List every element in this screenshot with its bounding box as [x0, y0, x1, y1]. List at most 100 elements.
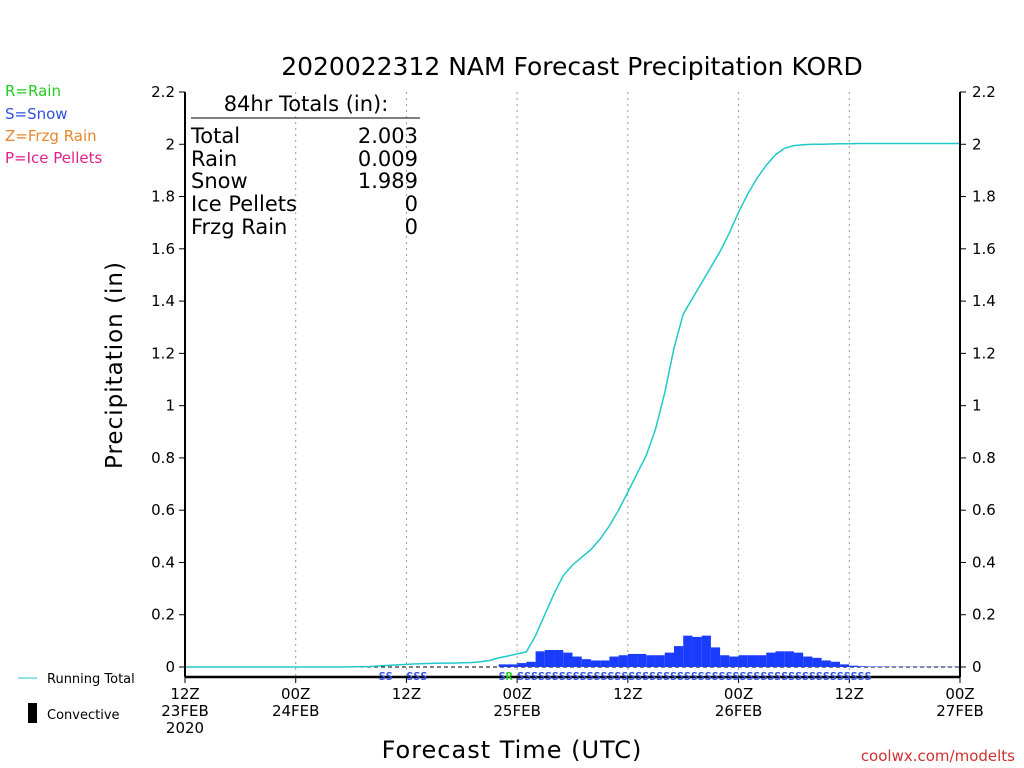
precip-bar — [803, 656, 813, 667]
ytick-right-label: 0 — [972, 658, 982, 676]
precip-bar — [849, 665, 859, 667]
ytick-left-label: 1.2 — [151, 344, 175, 362]
totals-label-rain: Rain — [191, 147, 237, 171]
xtick-label: 26FEB — [715, 702, 762, 720]
ytick-right-label: 0.8 — [972, 449, 996, 467]
xtick-label: 12Z — [835, 685, 864, 703]
ytick-left-label: 0.2 — [151, 606, 175, 624]
precip-bar — [664, 652, 674, 667]
xtick-label: 00Z — [724, 685, 753, 703]
precip-type-letters: SSS — [406, 670, 427, 683]
ytick-right-label: 1.4 — [972, 292, 996, 310]
xtick-label: 00Z — [945, 685, 974, 703]
totals-heading: 84hr Totals (in): — [224, 92, 389, 116]
precip-bar — [535, 651, 545, 667]
ytick-right-label: 1 — [972, 397, 982, 415]
precip-bar — [830, 661, 841, 667]
grid-lines — [185, 92, 960, 677]
ytick-left-label: 0.4 — [151, 553, 175, 571]
y-ticks: 0 00.2 0.20.4 0.40.6 0.60.8 0.81 11.2 1.21.4 1.4… — [151, 83, 996, 676]
precip-bar — [840, 664, 850, 667]
xtick-label: 00Z — [281, 685, 310, 703]
ytick-right-label: 0.4 — [972, 553, 996, 571]
precip-bar — [517, 663, 527, 667]
precip-bar — [683, 635, 693, 667]
ytick-left-label: 0 — [165, 658, 175, 676]
legend-rain: R=Rain — [5, 82, 61, 100]
credit-text: coolwx.com/modelts — [861, 747, 1015, 765]
ytick-right-label: 1.8 — [972, 188, 996, 206]
chart-title: 2020022312 NAM Forecast Precipitation KO… — [281, 52, 863, 81]
ytick-right-label: 1.2 — [972, 344, 996, 362]
precip-bar — [821, 660, 831, 667]
precip-type-letters: SSSSSSSSSSSSSSSSSSSSSSSSSSSSSSSSSSSSSSSS… — [517, 670, 871, 683]
running-total-series — [185, 142, 960, 668]
series-legend: Running Total Convective — [18, 672, 135, 723]
precip-bar — [600, 660, 610, 667]
precip-bar — [729, 656, 739, 667]
xtick-label: 23FEB — [161, 702, 208, 720]
totals-label-snow: Snow — [191, 169, 248, 193]
precip-bar — [554, 650, 564, 667]
precip-bar — [692, 636, 702, 667]
precip-bar — [710, 647, 721, 667]
precip-bar — [507, 664, 518, 667]
ytick-left-label: 2 — [165, 135, 175, 153]
precip-bar — [646, 655, 656, 667]
totals-label-total: Total — [190, 124, 240, 148]
xtick-label: 27FEB — [936, 702, 983, 720]
ptype-snow-letter: S — [499, 670, 506, 683]
ytick-left-label: 1.6 — [151, 240, 175, 258]
legend-ice-pellets: P=Ice Pellets — [5, 149, 102, 167]
precip-bar — [526, 661, 536, 667]
precip-bar — [793, 652, 804, 667]
xtick-label: 24FEB — [272, 702, 319, 720]
precip-bar — [775, 651, 785, 667]
xtick-label: 12Z — [613, 685, 642, 703]
totals-value-ice-pellets: 0 — [405, 192, 418, 216]
precip-type-legend: R=Rain S=Snow Z=Frzg Rain P=Ice Pellets — [5, 82, 102, 167]
ytick-right-label: 0.2 — [972, 606, 996, 624]
precip-bar — [563, 652, 573, 667]
xtick-label: 00Z — [502, 685, 531, 703]
precip-type-row: SS SSS SR SSSSSSSSSSSSSSSSSSSSSSSSSSSSSSSSS… — [379, 670, 872, 683]
precip-type-letters: SR — [499, 670, 513, 683]
precip-bar — [738, 655, 748, 667]
precip-bar — [572, 656, 582, 667]
ytick-right-label: 2 — [972, 135, 982, 153]
legend-frzg-rain: Z=Frzg Rain — [5, 127, 97, 145]
totals-label-frzg-rain: Frzg Rain — [191, 215, 287, 239]
ytick-right-label: 0.6 — [972, 501, 996, 519]
ytick-left-label: 1.4 — [151, 292, 175, 310]
precip-bar — [784, 651, 794, 667]
precip-bar — [673, 646, 684, 667]
xtick-label: 12Z — [170, 685, 199, 703]
precip-bar — [876, 666, 887, 667]
ytick-left-label: 0.6 — [151, 501, 175, 519]
precip-bar — [747, 655, 758, 667]
precip-bar — [720, 655, 730, 667]
xtick-label: 25FEB — [493, 702, 540, 720]
precip-bar — [757, 655, 767, 667]
precip-bar — [701, 635, 711, 667]
running-total-line — [185, 142, 960, 668]
ytick-right-label: 2.2 — [972, 83, 996, 101]
precip-bar — [858, 666, 868, 667]
precip-bar — [590, 660, 601, 667]
ytick-left-label: 1.8 — [151, 188, 175, 206]
precip-bar — [655, 655, 665, 667]
precip-bar — [627, 653, 638, 667]
ytick-left-label: 1 — [165, 397, 175, 415]
ytick-right-label: 1.6 — [972, 240, 996, 258]
precip-bar — [618, 655, 628, 667]
precip-bar — [867, 666, 877, 667]
precip-type-letters: SS — [379, 670, 393, 683]
precip-bars — [498, 635, 960, 667]
totals-label-ice-pellets: Ice Pellets — [191, 192, 297, 216]
totals-value-total: 2.003 — [358, 124, 418, 148]
precip-bar — [812, 657, 822, 667]
xtick-label: 2020 — [166, 719, 204, 737]
ytick-left-label: 2.2 — [151, 83, 175, 101]
